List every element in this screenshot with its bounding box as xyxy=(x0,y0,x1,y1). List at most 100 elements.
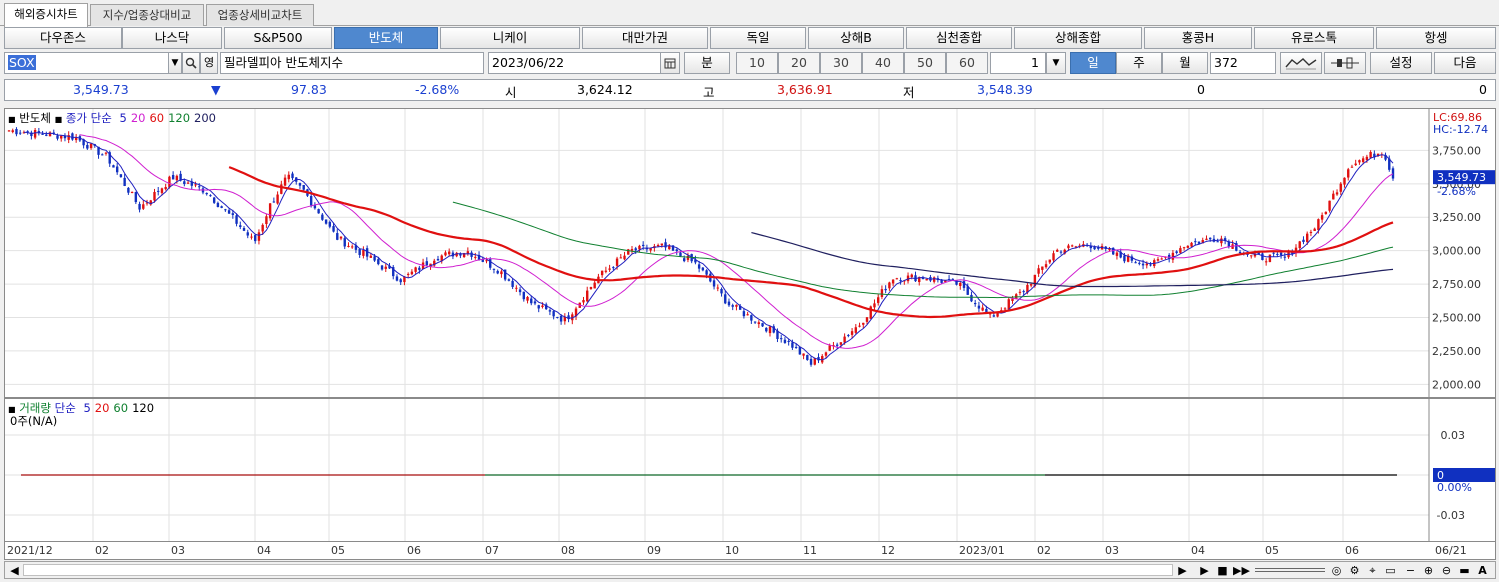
tab-overseas-chart[interactable]: 해외증시차트 xyxy=(4,3,88,27)
search-icon[interactable] xyxy=(182,52,200,74)
volume-legend-name: 거래량 xyxy=(19,401,51,415)
candle-body xyxy=(530,298,533,304)
candle-body xyxy=(526,296,529,301)
candle-body xyxy=(235,215,238,224)
symbol-name: 필라델피아 반도체지수 xyxy=(220,52,484,74)
minute-option-button[interactable]: 30 xyxy=(820,52,862,74)
zoom-out-icon[interactable]: ⊖ xyxy=(1441,564,1452,577)
candle-body xyxy=(1089,245,1093,249)
index-button[interactable]: 상해B xyxy=(808,27,904,49)
candle-body xyxy=(1059,251,1063,253)
candle-body xyxy=(966,286,969,295)
bar-count-input[interactable]: 372 xyxy=(1210,52,1276,74)
candle-body xyxy=(1220,238,1223,244)
minute-option-button[interactable]: 60 xyxy=(946,52,988,74)
candle-body xyxy=(593,282,596,289)
stop-icon[interactable]: ■ xyxy=(1217,564,1228,577)
scroll-left-icon[interactable]: ◀ xyxy=(10,564,19,577)
minute-count-select[interactable]: 1 xyxy=(990,52,1046,74)
candle-body xyxy=(522,291,526,300)
screen-icon[interactable]: ▭ xyxy=(1385,564,1396,577)
candle-body xyxy=(832,345,835,347)
zoom-icon[interactable]: ⊕ xyxy=(1423,564,1434,577)
index-button[interactable]: 항셍 xyxy=(1376,27,1496,49)
symbol-input[interactable]: SOX xyxy=(4,52,170,74)
chart-scrollbar[interactable]: ◀ ▶ ▶ ■ ▶▶ ◎ ⚙ ⌖ ▭ − ⊕ ⊖ ▬ A xyxy=(4,561,1496,579)
candle-body xyxy=(656,244,660,247)
candle-body xyxy=(194,184,197,186)
volume-last-label: 0 xyxy=(1437,469,1444,482)
play-icon[interactable]: ▶ xyxy=(1200,564,1209,577)
period-week-button[interactable]: 주 xyxy=(1116,52,1162,74)
minute-option-button[interactable]: 20 xyxy=(778,52,820,74)
candle-body xyxy=(806,355,809,360)
candle-body xyxy=(145,202,149,204)
gear-icon[interactable]: ⚙ xyxy=(1349,564,1360,577)
minute-option-button[interactable]: 10 xyxy=(736,52,778,74)
tab-index-compare[interactable]: 지수/업종상대비교 xyxy=(90,4,204,26)
chart-type-candle-icon[interactable] xyxy=(1324,52,1366,74)
candle-body xyxy=(74,137,78,141)
tab-sector-compare[interactable]: 업종상세비교차트 xyxy=(206,4,314,26)
index-button[interactable]: 대만가권 xyxy=(582,27,708,49)
x-tick-label: 08 xyxy=(561,544,575,557)
minus-icon[interactable]: − xyxy=(1405,564,1416,577)
index-button[interactable]: 다우존스 xyxy=(4,27,122,49)
candle-body xyxy=(11,130,14,133)
index-button[interactable]: S&P500 xyxy=(224,27,332,49)
drawing-tool-icon[interactable]: ⌖ xyxy=(1369,564,1376,577)
candle-body xyxy=(757,322,761,325)
period-minute-button[interactable]: 분 xyxy=(684,52,730,74)
fast-forward-icon[interactable]: ▶▶ xyxy=(1233,564,1250,577)
next-button[interactable]: 다음 xyxy=(1434,52,1496,74)
chart-type-line-icon[interactable] xyxy=(1280,52,1322,74)
candle-body xyxy=(955,280,958,285)
minute-option-button[interactable]: 50 xyxy=(904,52,946,74)
candle-body xyxy=(224,209,227,211)
scroll-right-icon[interactable]: ▶ xyxy=(1178,564,1187,577)
index-button[interactable]: 상해종합 xyxy=(1014,27,1142,49)
english-toggle-icon[interactable]: 영 xyxy=(200,52,218,74)
index-button[interactable]: 유로스톡 xyxy=(1254,27,1374,49)
symbol-dropdown-icon[interactable]: ▼ xyxy=(168,52,182,74)
candle-body xyxy=(1156,259,1160,261)
index-button[interactable]: 심천종합 xyxy=(906,27,1012,49)
index-button[interactable]: 나스닥 xyxy=(122,27,222,49)
candle-body xyxy=(291,173,294,179)
x-tick-label: 06 xyxy=(1345,544,1359,557)
candle-body xyxy=(574,308,578,317)
index-button[interactable]: 독일 xyxy=(710,27,806,49)
scroll-track[interactable] xyxy=(23,564,1173,576)
calendar-icon[interactable] xyxy=(660,52,680,74)
low-price: 3,548.39 xyxy=(977,82,1033,97)
index-button[interactable]: 홍콩H xyxy=(1144,27,1252,49)
volume-legend: ■ 거래량 단순 5 20 60 120 xyxy=(8,400,154,416)
candle-body xyxy=(660,243,664,246)
volume-chart-pane[interactable]: 0.03 -0.03 0 0.00% xyxy=(4,398,1496,542)
price-chart-pane[interactable]: 3,750.00 3,500.00 3,250.00 3,000.00 2,750.00… xyxy=(4,108,1496,398)
scale-icon[interactable]: ▬ xyxy=(1459,564,1470,577)
candle-body xyxy=(328,221,332,227)
chevron-down-icon[interactable]: ▼ xyxy=(1046,52,1066,74)
candle-body xyxy=(108,152,111,164)
crosshair-icon[interactable]: ◎ xyxy=(1331,564,1342,577)
candle-body xyxy=(26,131,29,133)
candle-body xyxy=(1167,254,1171,259)
candle-body xyxy=(496,270,499,274)
font-size-icon[interactable]: A xyxy=(1478,564,1487,577)
index-button[interactable]: 니케이 xyxy=(440,27,580,49)
date-input[interactable]: 2023/06/22 xyxy=(488,52,662,74)
candle-body xyxy=(388,265,391,269)
period-day-button[interactable]: 일 xyxy=(1070,52,1116,74)
candle-body xyxy=(1253,253,1257,257)
index-button[interactable]: 반도체 xyxy=(334,27,438,49)
zoom-slider[interactable] xyxy=(1255,568,1325,572)
candle-body xyxy=(134,192,138,203)
settings-button[interactable]: 설정 xyxy=(1370,52,1432,74)
candle-body xyxy=(925,278,928,281)
last-price-label: 3,549.73 xyxy=(1437,171,1486,184)
candle-body xyxy=(336,233,339,240)
minute-option-button[interactable]: 40 xyxy=(862,52,904,74)
period-month-button[interactable]: 월 xyxy=(1162,52,1208,74)
candle-body xyxy=(474,256,477,258)
